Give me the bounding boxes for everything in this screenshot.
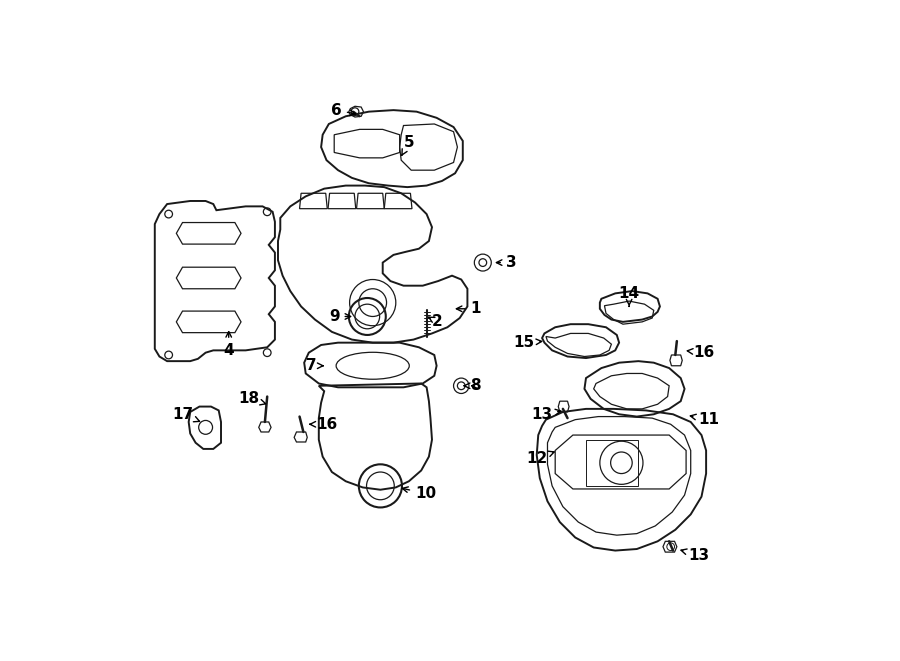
Text: 16: 16 [310,417,338,432]
Text: 6: 6 [331,102,356,118]
Text: 16: 16 [688,345,715,360]
Text: 3: 3 [497,255,517,270]
Text: 18: 18 [238,391,266,407]
Text: 8: 8 [471,378,482,393]
Text: 12: 12 [526,451,554,465]
Text: 13: 13 [531,407,561,422]
Text: 14: 14 [618,286,640,307]
Text: 11: 11 [690,412,719,427]
Text: 17: 17 [172,407,200,422]
Text: 13: 13 [681,548,709,563]
Text: 10: 10 [402,486,436,501]
Text: 7: 7 [306,358,323,373]
Text: 2: 2 [428,315,443,329]
Text: 9: 9 [329,309,351,324]
Text: 15: 15 [513,335,542,350]
Text: 1: 1 [456,301,481,316]
Text: 4: 4 [223,332,234,358]
Text: 5: 5 [401,135,414,155]
